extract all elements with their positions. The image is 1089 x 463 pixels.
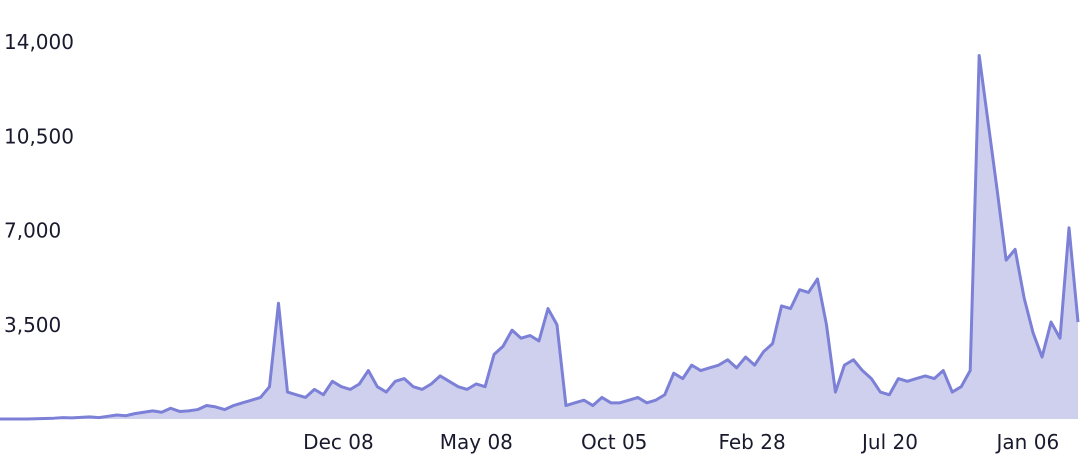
y-tick-label: 14,000 [4, 30, 74, 54]
y-tick-label: 10,500 [4, 124, 74, 148]
x-tick-label: May 08 [440, 430, 513, 454]
x-tick-label: Jan 06 [995, 430, 1060, 454]
x-tick-label: Oct 05 [581, 430, 647, 454]
x-tick-label: Feb 28 [718, 430, 785, 454]
x-axis: Dec 08 May 08 Oct 05 Feb 28 Jul 20 Jan 06 [303, 430, 1059, 454]
series-area [0, 55, 1078, 420]
x-tick-label: Dec 08 [303, 430, 374, 454]
y-axis: 3,500 7,000 10,500 14,000 [4, 30, 74, 337]
y-tick-label: 7,000 [4, 219, 61, 243]
y-tick-label: 3,500 [4, 313, 61, 337]
x-tick-label: Jul 20 [860, 430, 918, 454]
plot-area [0, 53, 1080, 421]
series-line [0, 53, 1080, 421]
